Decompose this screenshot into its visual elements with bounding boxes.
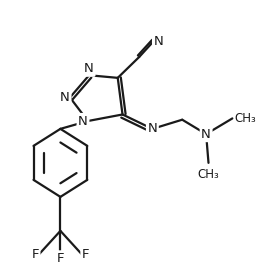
Text: N: N (148, 122, 157, 135)
Text: N: N (154, 35, 163, 48)
Text: N: N (78, 114, 88, 127)
Text: F: F (31, 248, 39, 261)
Text: CH₃: CH₃ (198, 168, 219, 181)
Text: CH₃: CH₃ (235, 112, 256, 125)
Text: N: N (201, 127, 211, 141)
Text: N: N (60, 91, 70, 104)
Text: F: F (57, 252, 64, 265)
Text: N: N (84, 62, 94, 75)
Text: F: F (82, 248, 90, 261)
